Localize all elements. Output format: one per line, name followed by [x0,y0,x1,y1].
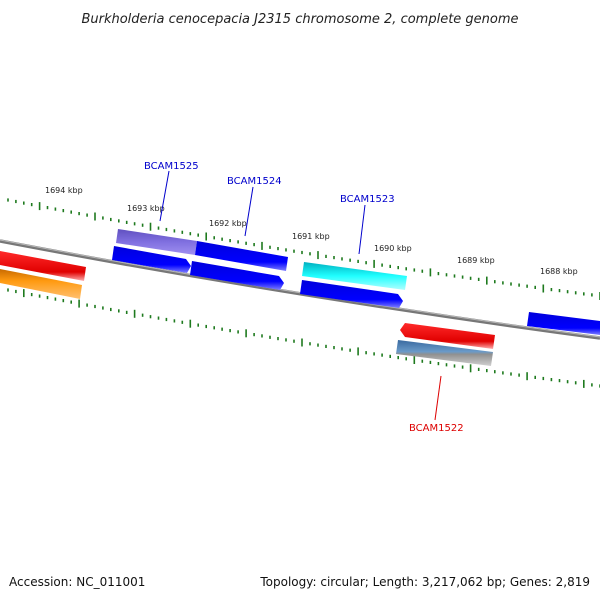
map-title: Burkholderia cenocepacia J2315 chromosom… [81,12,518,27]
kbp-label: 1690 kbp [374,244,412,253]
lower-kbp-ticks [7,288,600,388]
gene-bcam1523[interactable] [302,262,407,290]
gene-label-bcam1524[interactable]: BCAM1524 [227,176,282,187]
gene-bcam1525[interactable] [116,229,197,255]
gene-blue-arrow[interactable] [190,261,284,290]
kbp-label: 1692 kbp [209,219,247,228]
accession-text: Accession: NC_011001 [9,575,146,589]
gene-bcam1522[interactable] [400,323,495,349]
gene-blue-arrow[interactable] [112,246,191,273]
chromosome-backbone [0,239,600,340]
kbp-label: 1693 kbp [127,204,165,213]
upper-kbp-ticks [7,198,600,300]
gene-bcam1524[interactable] [195,241,288,271]
gene-blue-right[interactable] [527,312,600,335]
gene-orange-left[interactable] [0,269,82,299]
kbp-label: 1691 kbp [292,232,330,241]
gene-features [0,229,600,366]
chromosome-backbone-highlight [0,239,600,338]
gene-label-leaders [159,170,442,421]
gene-labels: BCAM1525 BCAM1524 BCAM1523 BCAM1522 [144,161,464,434]
gene-label-bcam1523[interactable]: BCAM1523 [340,194,395,205]
gene-label-bcam1525[interactable]: BCAM1525 [144,161,199,172]
kbp-label: 1688 kbp [540,267,578,276]
genome-summary-text: Topology: circular; Length: 3,217,062 bp… [260,575,590,589]
kbp-scale-labels: 1694 kbp 1693 kbp 1692 kbp 1691 kbp 1690… [45,186,578,276]
gene-red-left[interactable] [0,251,86,281]
gene-steel-blue[interactable] [396,340,493,366]
gene-blue-arrow[interactable] [300,280,403,308]
gene-label-bcam1522[interactable]: BCAM1522 [409,423,464,434]
kbp-label: 1689 kbp [457,256,495,265]
kbp-label: 1694 kbp [45,186,83,195]
